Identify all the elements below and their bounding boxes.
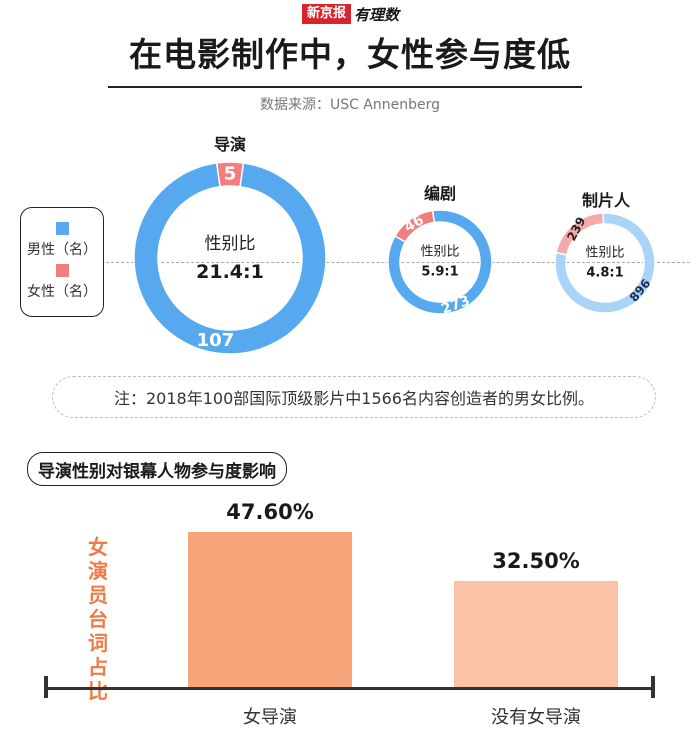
donut-center-ratio: 21.4:1 (196, 261, 264, 283)
donut-label-female: 5 (224, 164, 237, 185)
x-tick-label: 女导演 (243, 707, 297, 728)
title-divider (108, 86, 582, 88)
page-title: 在电影制作中，女性参与度低 (129, 35, 571, 74)
legend-swatch-female (55, 264, 69, 277)
donut-center-label: 性别比 (205, 234, 256, 254)
logo-script: 有理数 (354, 5, 400, 24)
x-axis-left-tick (44, 676, 48, 698)
legend-swatch-male (55, 222, 69, 235)
donut-slice-male (387, 209, 493, 315)
donut-slice-male (133, 162, 327, 355)
donut-chart-director: 5 107 性别比 21.4:1 (133, 161, 327, 355)
donut-center-ratio: 4.8:1 (586, 266, 623, 281)
legend: 男性（名） 女性（名） (20, 207, 104, 317)
logo-main: 新京报 (302, 4, 352, 24)
x-axis-right-tick (651, 676, 655, 698)
donut-center-ratio: 5.9:1 (421, 265, 458, 280)
publisher-logo: 新京报 有理数 (302, 3, 399, 25)
donut-title-director: 导演 (213, 135, 246, 154)
x-tick-label: 没有女导演 (491, 707, 581, 728)
bar-value-label: 47.60% (226, 500, 314, 524)
bar-chart-title: 导演性别对银幕人物参与度影响 (27, 452, 287, 486)
data-source: 数据来源：USC Annenberg (259, 97, 441, 113)
legend-label-female: 女性（名） (27, 284, 97, 300)
legend-item-female: 女性（名） (21, 264, 103, 301)
legend-item-male: 男性（名） (21, 222, 103, 259)
bar (454, 581, 618, 687)
legend-label-male: 男性（名） (27, 242, 97, 258)
donut-label-male: 107 (197, 330, 235, 351)
donut-label-male: 273 (439, 293, 472, 316)
donut-title-writer: 编剧 (423, 184, 456, 203)
bar-chart-ylabel: 女演员台词占比 (88, 535, 108, 703)
x-axis (44, 687, 655, 690)
footnote: 注：2018年100部国际顶级影片中1566名内容创造者的男女比例。 (52, 376, 656, 418)
bar-value-label: 32.50% (492, 549, 580, 574)
donut-center-label: 性别比 (585, 246, 624, 261)
bar (188, 532, 352, 687)
donut-slice-male (554, 212, 656, 314)
donut-center-label: 性别比 (420, 245, 459, 260)
donut-title-producer: 制片人 (581, 191, 630, 210)
